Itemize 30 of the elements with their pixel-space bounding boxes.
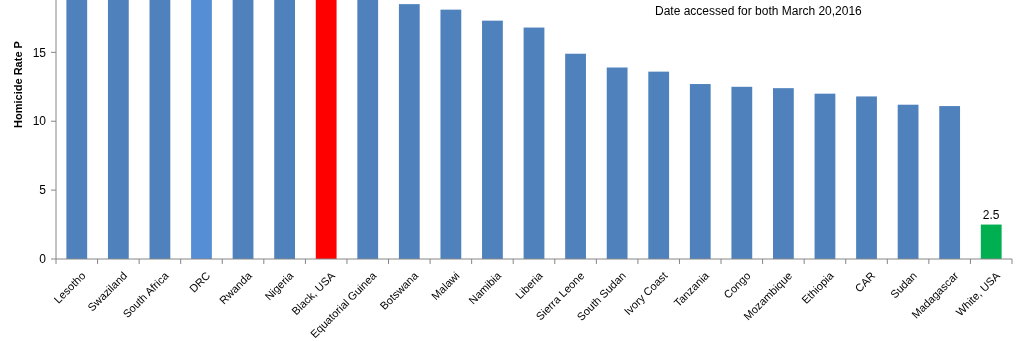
bar xyxy=(814,93,836,259)
data-label: 2.5 xyxy=(982,207,1000,222)
bar xyxy=(856,96,877,259)
annotation: Date accessed for both March 20,2016 xyxy=(655,4,863,18)
bar xyxy=(939,106,961,259)
bar xyxy=(648,71,670,259)
y-tick-label: 15 xyxy=(32,45,47,60)
bar xyxy=(773,88,794,259)
bar xyxy=(482,20,503,259)
bar xyxy=(357,0,379,259)
bar xyxy=(191,0,212,259)
y-tick-label: 5 xyxy=(39,183,47,198)
bar xyxy=(565,53,586,259)
bar xyxy=(107,0,129,259)
bar xyxy=(315,0,337,259)
bar xyxy=(897,104,919,259)
bar xyxy=(980,224,1002,259)
bar xyxy=(689,84,711,259)
bar xyxy=(149,0,171,259)
y-tick-label: 0 xyxy=(39,252,47,267)
y-tick-label: 10 xyxy=(32,114,47,129)
bar xyxy=(398,4,420,259)
bar xyxy=(731,86,753,259)
bar xyxy=(274,0,295,259)
bar xyxy=(66,0,88,259)
bar xyxy=(523,27,545,259)
y-axis-title: Homicide Rate P xyxy=(12,41,24,128)
bar xyxy=(606,67,628,259)
bar xyxy=(232,0,254,259)
bar xyxy=(440,9,462,259)
